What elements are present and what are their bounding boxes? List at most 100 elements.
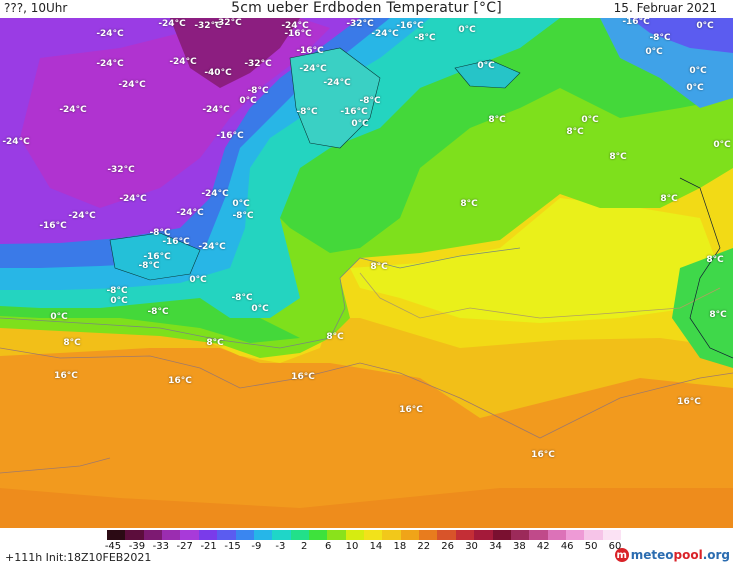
temperature-label: 8°C xyxy=(566,127,584,137)
scale-tick-label: -15 xyxy=(224,541,241,552)
temperature-label: 0°C xyxy=(351,119,369,129)
forecast-date: 15. Februar 2021 xyxy=(613,1,717,15)
color-swatch xyxy=(180,530,199,540)
meteopool-logo[interactable]: m meteopool.org xyxy=(614,546,730,564)
color-swatch xyxy=(345,530,365,540)
temperature-label: -16°C xyxy=(162,237,190,247)
isotherm-16b xyxy=(0,457,111,474)
temperature-label: 0°C xyxy=(581,115,599,125)
coastline-east xyxy=(679,177,733,359)
header-bar: ???, 10Uhr 5cm ueber Erdboden Temperatur… xyxy=(0,0,733,18)
color-swatch xyxy=(584,530,603,540)
temperature-label: 8°C xyxy=(706,255,724,265)
temperature-label: -24°C xyxy=(198,242,226,252)
color-swatch xyxy=(290,530,309,540)
map-canvas xyxy=(0,18,733,528)
color-swatch xyxy=(125,530,144,540)
scale-tick-label: 50 xyxy=(584,541,598,552)
temperature-label: 16°C xyxy=(291,372,315,382)
temperature-label: 0°C xyxy=(689,66,707,76)
temperature-label: -8°C xyxy=(649,33,671,43)
temperature-label: -8°C xyxy=(247,86,269,96)
temperature-label: -8°C xyxy=(359,96,381,106)
scale-tick-label: 10 xyxy=(345,541,359,552)
temperature-label: 16°C xyxy=(54,371,78,381)
scale-tick-label: -27 xyxy=(176,541,193,552)
temperature-label: -16°C xyxy=(39,221,67,231)
temperature-label: -32°C xyxy=(107,165,135,175)
temperature-label: -24°C xyxy=(119,194,147,204)
temperature-label: -16°C xyxy=(284,29,312,39)
temperature-label: -32°C xyxy=(194,21,222,31)
color-swatch xyxy=(437,530,456,540)
temperature-label: 0°C xyxy=(50,312,68,322)
color-swatch xyxy=(510,530,530,540)
scale-tick-label: 14 xyxy=(369,541,383,552)
color-swatch xyxy=(253,530,273,540)
temperature-label: -8°C xyxy=(106,286,128,296)
temperature-label: 8°C xyxy=(206,338,224,348)
color-swatch xyxy=(143,530,163,540)
isotherm-16 xyxy=(0,347,733,439)
scale-tick-label: 30 xyxy=(465,541,478,552)
logo-text: meteopool.org xyxy=(630,548,730,562)
scale-tick-label: 46 xyxy=(560,541,574,552)
logo-icon: m xyxy=(614,548,629,562)
temperature-label: 8°C xyxy=(370,262,388,272)
temperature-label: -16°C xyxy=(296,46,324,56)
zone-right-green xyxy=(672,248,733,368)
temperature-label: -8°C xyxy=(138,261,160,271)
temperature-label: -8°C xyxy=(414,33,436,43)
scale-tick-label: -45 xyxy=(104,541,122,552)
temperature-label: -16°C xyxy=(216,131,244,141)
color-swatch xyxy=(400,530,420,540)
temperature-label: -24°C xyxy=(281,21,309,31)
temperature-label: 8°C xyxy=(660,194,678,204)
landmass-east xyxy=(289,47,381,149)
temperature-label: -16°C xyxy=(143,252,171,262)
temperature-label: -32°C xyxy=(346,19,374,29)
temperature-label: -24°C xyxy=(59,105,87,115)
temperature-label: 8°C xyxy=(326,332,344,342)
temperature-label: 0°C xyxy=(458,25,476,35)
bay-west xyxy=(109,232,201,281)
zone-deep-orange xyxy=(0,488,733,528)
temperature-label: 16°C xyxy=(677,397,701,407)
temperature-label: -8°C xyxy=(231,293,253,303)
scale-tick-label: 34 xyxy=(489,541,502,552)
color-swatch xyxy=(529,530,548,540)
zone-dark-magenta xyxy=(170,18,300,88)
footer: -45 -39 -33 -27 -21 -15 -9 -3 2 6 10 14 18 22 26 30 34 38… xyxy=(0,528,733,566)
scale-tick-label: 6 xyxy=(324,541,332,552)
temperature-label: -32°C xyxy=(244,59,272,69)
scale-tick-label: 60 xyxy=(608,541,622,552)
temperature-label: 16°C xyxy=(531,450,555,460)
temperature-label: 0°C xyxy=(686,83,704,93)
color-swatch xyxy=(419,530,438,540)
color-scale-ticks: -45 -39 -33 -27 -21 -15 -9 -3 2 6 10 14 18 22 26 30 34 38… xyxy=(104,541,622,553)
temperature-label: -24°C xyxy=(68,211,96,221)
temperature-label: -24°C xyxy=(202,105,230,115)
temperature-label: 0°C xyxy=(477,61,495,71)
temperature-label: 0°C xyxy=(239,96,257,106)
temperature-label: -24°C xyxy=(323,78,351,88)
color-swatch xyxy=(565,530,585,540)
color-scale-bar xyxy=(107,530,622,540)
scale-tick-label: 38 xyxy=(513,541,526,552)
temperature-label: 8°C xyxy=(709,310,727,320)
temperature-label: -24°C xyxy=(158,19,186,29)
location-time: ???, 10Uhr xyxy=(4,1,68,15)
color-swatch xyxy=(327,530,346,540)
scale-tick-label: -21 xyxy=(200,541,217,552)
color-swatch xyxy=(492,530,511,540)
temperature-label: 16°C xyxy=(399,405,423,415)
temperature-label: 0°C xyxy=(696,21,714,31)
init-info: +111h Init:18Z10FEB2021 xyxy=(5,551,152,564)
temperature-label: 0°C xyxy=(645,47,663,57)
temperature-label: 8°C xyxy=(63,338,81,348)
temperature-label: -24°C xyxy=(96,59,124,69)
landmass-island xyxy=(454,59,521,89)
temperature-label: 8°C xyxy=(488,115,506,125)
scale-tick-label: 18 xyxy=(393,541,407,552)
temperature-map[interactable]: -24°C -24°C -32°C -32°C -24°C -16°C -32°C -16°C… xyxy=(0,18,733,528)
